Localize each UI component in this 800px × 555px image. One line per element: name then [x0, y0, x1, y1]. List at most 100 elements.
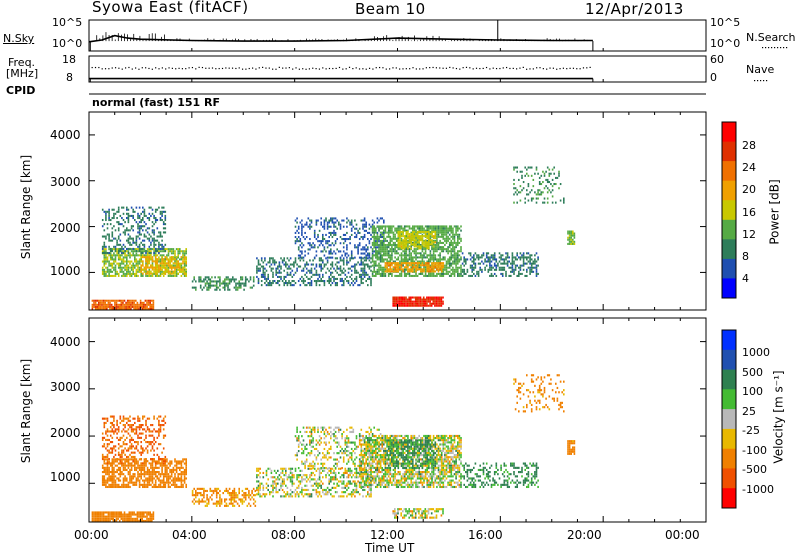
- power-cell: [341, 278, 343, 280]
- power-cell: [177, 269, 179, 271]
- power-cell: [375, 244, 377, 246]
- power-cell: [105, 254, 107, 256]
- velocity-cell: [155, 486, 157, 488]
- power-cell: [417, 266, 419, 268]
- velocity-cell: [129, 486, 131, 488]
- power-cell: [426, 254, 428, 256]
- power-cell: [512, 271, 514, 273]
- power-cell: [324, 266, 326, 268]
- power-cell: [428, 245, 430, 247]
- power-cell: [536, 273, 538, 275]
- velocity-cell: [184, 471, 186, 473]
- power-cell: [108, 261, 110, 263]
- velocity-cell: [155, 465, 157, 467]
- power-cell: [298, 280, 300, 282]
- power-cell: [102, 269, 104, 271]
- power-cell: [312, 264, 314, 266]
- power-cell: [404, 258, 406, 260]
- power-cell: [444, 267, 446, 269]
- power-cell: [142, 248, 144, 250]
- power-cell: [478, 271, 480, 273]
- power-cell: [113, 267, 115, 269]
- power-cell: [245, 280, 247, 282]
- power-cell: [436, 234, 438, 236]
- power-cell: [161, 273, 163, 275]
- power-cell: [433, 299, 435, 301]
- power-cell: [161, 213, 163, 215]
- nave-point: [219, 68, 220, 69]
- power-cell: [316, 255, 318, 257]
- velocity-cell: [107, 469, 109, 471]
- power-cell: [136, 207, 138, 209]
- power-cell: [439, 246, 441, 248]
- power-cell: [179, 250, 181, 252]
- velocity-cell: [117, 518, 119, 520]
- power-cell: [410, 254, 412, 256]
- power-cell: [439, 303, 441, 305]
- power-cell: [311, 244, 313, 246]
- power-cell: [457, 242, 459, 244]
- power-cell: [373, 234, 375, 236]
- power-cell: [221, 283, 223, 285]
- power-cell: [316, 284, 318, 286]
- power-cell: [402, 250, 404, 252]
- power-cell: [378, 225, 380, 227]
- power-cell: [293, 261, 295, 263]
- power-cell: [332, 242, 334, 244]
- power-cell: [335, 217, 337, 219]
- velocity-cell: [168, 486, 170, 488]
- power-cell: [173, 250, 175, 252]
- power-cell: [354, 257, 356, 259]
- power-cell: [356, 234, 358, 236]
- power-cell: [118, 252, 120, 254]
- power-cell: [394, 264, 396, 266]
- power-cell: [402, 243, 404, 245]
- power-cell: [512, 269, 514, 271]
- velocity-cell: [113, 484, 115, 486]
- power-cell: [390, 264, 392, 266]
- power-cell: [409, 248, 411, 250]
- power-cell: [569, 241, 571, 243]
- power-cell: [420, 273, 422, 275]
- power-cell: [420, 268, 422, 270]
- power-cell: [393, 242, 395, 244]
- power-cell: [107, 227, 109, 229]
- power-cell: [380, 246, 382, 248]
- power-cell: [431, 270, 433, 272]
- power-cell: [454, 225, 456, 227]
- power-cell: [426, 243, 428, 245]
- velocity-cell: [121, 516, 123, 518]
- velocity-cell: [140, 467, 142, 469]
- power-cell: [444, 273, 446, 275]
- power-cell: [325, 220, 327, 222]
- power-cell: [133, 300, 135, 302]
- velocity-cell: [179, 469, 181, 471]
- power-cell: [107, 252, 109, 254]
- power-cell: [181, 250, 183, 252]
- power-cell: [345, 274, 347, 276]
- power-cell: [124, 267, 126, 269]
- power-cell: [433, 241, 435, 243]
- velocity-cell: [126, 458, 128, 460]
- power-cell: [373, 263, 375, 265]
- power-cell: [425, 301, 427, 303]
- power-cell: [290, 257, 292, 259]
- power-cell: [351, 278, 353, 280]
- power-cell: [128, 273, 130, 275]
- nave-point: [252, 68, 253, 69]
- power-cell: [423, 261, 425, 263]
- power-cell: [433, 266, 435, 268]
- power-cell: [526, 275, 528, 277]
- power-cell: [381, 234, 383, 236]
- power-cell: [537, 191, 539, 193]
- velocity-cell: [131, 465, 133, 467]
- power-cell: [304, 280, 306, 282]
- power-cell: [428, 273, 430, 275]
- velocity-cell: [169, 471, 171, 473]
- velocity-cell: [130, 514, 132, 516]
- power-cell: [406, 231, 408, 233]
- power-cell: [349, 242, 351, 244]
- power-cell: [145, 264, 147, 266]
- power-cell: [377, 250, 379, 252]
- power-cell: [173, 248, 175, 250]
